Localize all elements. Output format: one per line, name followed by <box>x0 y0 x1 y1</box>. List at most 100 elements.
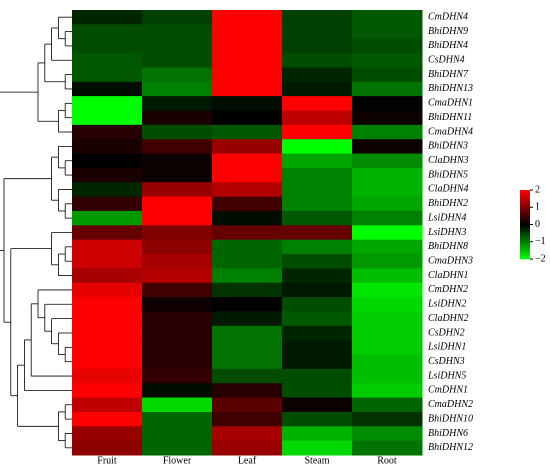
heat-cell <box>212 124 283 140</box>
heat-cell <box>72 182 143 198</box>
heat-cell <box>72 340 143 356</box>
heat-cell <box>212 340 283 356</box>
heat-cell <box>212 225 283 241</box>
heat-cell <box>352 268 423 284</box>
heat-cell <box>352 210 423 226</box>
row-label: BhiDHN9 <box>428 26 468 37</box>
colorbar-label: 1 <box>535 202 540 213</box>
heat-cell <box>142 368 213 384</box>
heat-cell <box>282 153 353 169</box>
heat-cell <box>212 139 283 155</box>
row-label: CsDHN4 <box>428 55 465 66</box>
heat-cell <box>212 10 283 25</box>
heat-cell <box>282 426 353 442</box>
heat-cell <box>212 354 283 370</box>
heat-cell <box>212 311 283 327</box>
colorbar-segment <box>520 229 530 232</box>
heat-cell <box>72 53 143 68</box>
row-label: BhiDHN10 <box>428 413 473 424</box>
heat-cell <box>142 210 213 226</box>
heat-cell <box>282 254 353 269</box>
heat-cell <box>212 426 283 442</box>
heat-cell <box>212 210 283 226</box>
heat-cell <box>282 239 353 255</box>
heat-cell <box>352 325 423 341</box>
heat-cell <box>142 325 213 341</box>
colorbar-segment <box>520 207 530 210</box>
heat-cell <box>72 297 143 312</box>
colorbar-segment <box>520 250 530 253</box>
heat-cell <box>352 196 423 212</box>
heat-cell <box>142 225 213 241</box>
heat-cell <box>72 354 143 370</box>
colorbar-segment <box>520 224 530 227</box>
heat-cell <box>352 297 423 312</box>
colorbar-segment <box>520 241 530 244</box>
heat-cell <box>142 196 213 212</box>
heat-cell <box>282 383 353 399</box>
row-label: CsDHN2 <box>428 327 465 338</box>
heat-cell <box>282 24 353 40</box>
heat-cell <box>352 383 423 399</box>
colorbar-segment <box>520 236 530 239</box>
heat-cell <box>212 239 283 255</box>
colorbar-segment <box>520 200 530 203</box>
colorbar-segment <box>520 222 530 225</box>
colorbar-segment <box>520 191 530 194</box>
colorbar-segment <box>520 243 530 246</box>
heat-cell <box>142 254 213 269</box>
heat-cell <box>72 124 143 140</box>
heat-cell <box>72 411 143 427</box>
row-label: CsDHN3 <box>428 356 465 367</box>
row-label: BhiDHN2 <box>428 198 468 209</box>
heat-cell <box>142 383 213 399</box>
heat-cell <box>352 411 423 427</box>
colorbar-segment <box>520 238 530 241</box>
heat-cell <box>352 368 423 384</box>
heat-cell <box>282 397 353 413</box>
heat-cell <box>352 67 423 83</box>
colorbar-segment <box>520 208 530 211</box>
heat-cell <box>352 81 423 97</box>
heat-cell <box>72 38 143 54</box>
colorbar-segment <box>520 202 530 205</box>
colorbar-label: −2 <box>535 253 546 264</box>
heat-cell <box>72 210 143 226</box>
colorbar-segment <box>520 198 530 201</box>
colorbar-segment <box>520 233 530 236</box>
colorbar-segment <box>520 253 530 256</box>
colorbar-segment <box>520 190 530 193</box>
heat-cell <box>142 153 213 169</box>
heat-cell <box>72 139 143 155</box>
row-label: BhiDHN13 <box>428 83 473 94</box>
heat-cell <box>352 24 423 40</box>
heat-cell <box>282 67 353 83</box>
colorbar-segment <box>520 205 530 208</box>
heat-cell <box>212 254 283 269</box>
colorbar-segment <box>520 257 530 260</box>
column-label: Root <box>377 455 397 466</box>
colorbar-segment <box>520 214 530 217</box>
heat-cell <box>282 297 353 312</box>
colorbar-segment <box>520 226 530 229</box>
heat-cell <box>352 124 423 140</box>
heat-cell <box>352 426 423 442</box>
heat-cell <box>142 96 213 111</box>
heat-cell <box>352 397 423 413</box>
heat-cell <box>282 368 353 384</box>
heat-cell <box>212 297 283 312</box>
heat-cell <box>212 153 283 169</box>
row-label: CmaDHN1 <box>428 98 473 109</box>
heat-cell <box>282 268 353 284</box>
heat-cell <box>282 440 353 456</box>
row-label: CmaDHN2 <box>428 399 473 410</box>
heat-cell <box>72 153 143 169</box>
heat-cell <box>352 53 423 68</box>
heat-cell <box>212 325 283 341</box>
column-label: Flower <box>163 455 192 466</box>
heat-cell <box>72 239 143 255</box>
heat-cell <box>72 96 143 111</box>
colorbar-segment <box>520 255 530 258</box>
row-label: LsiDHN3 <box>427 227 466 238</box>
heat-cell <box>282 167 353 183</box>
